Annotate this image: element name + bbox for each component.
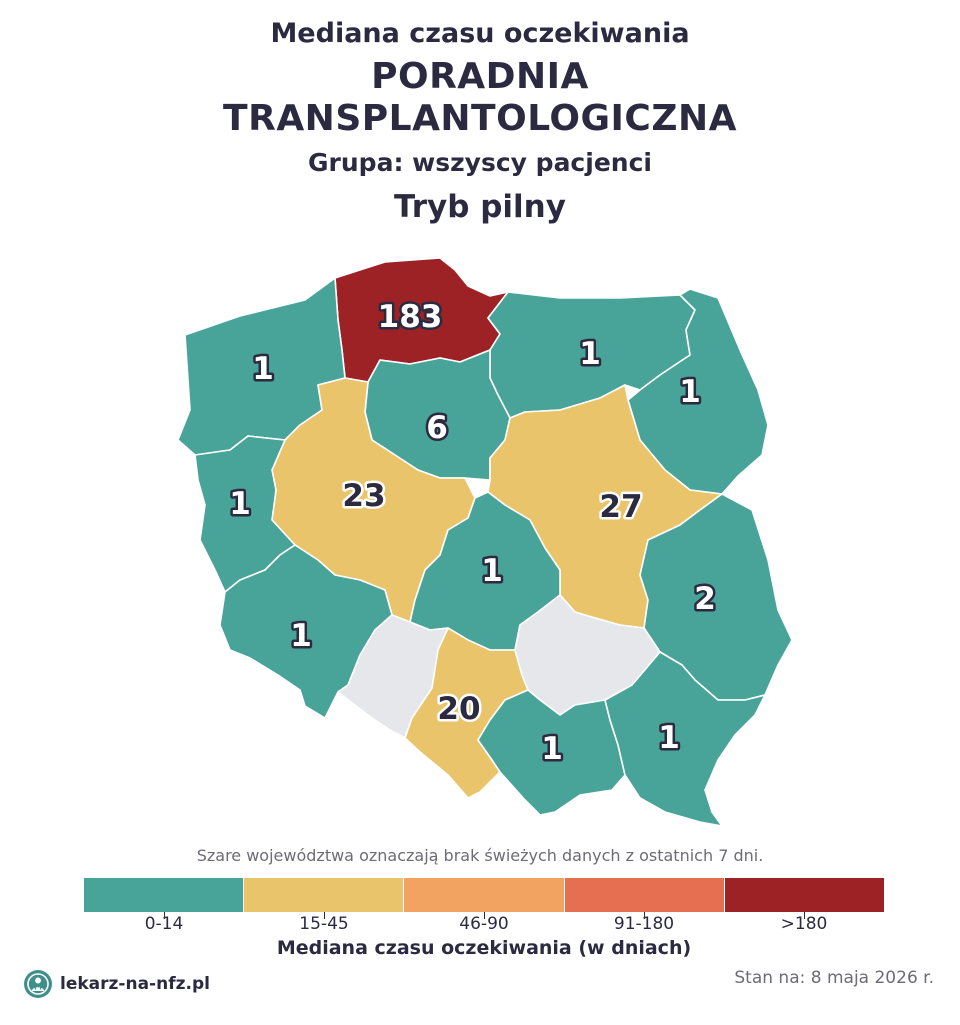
no-data-note: Szare województwa oznaczają brak świeżyc… [196,846,764,865]
title-clinic: PORADNIA TRANSPLANTOLOGICZNA [0,56,960,140]
region-malopolskie[interactable] [477,689,626,816]
legend-tick [324,912,325,919]
legend-swatch-15-45 [244,878,405,912]
value-label-podkarpackie: 1 [658,720,680,756]
legend-title: Mediana czasu oczekiwania (w dniach) [276,937,692,959]
legend-tick [644,912,645,919]
legend-label: 91-180 [613,914,675,934]
value-label-zachodniopomorskie: 1 [252,351,274,387]
value-label-mazowieckie: 27 [599,489,642,525]
legend-swatch-91-180 [564,878,725,912]
legend-swatch-46-90 [404,878,565,912]
legend-tick [484,912,485,919]
value-label-podlaskie: 1 [679,374,701,410]
legend-ticks [84,912,884,920]
value-label-dolnoslaskie: 1 [290,618,312,654]
doctor-icon [24,970,52,998]
title-clinic-line-b: TRANSPLANTOLOGICZNA [223,98,737,139]
legend-label: >180 [780,914,828,934]
data-date-stamp: Stan na: 8 maja 2026 r. [734,968,934,988]
region-opolskie[interactable] [337,614,449,739]
legend-tick [164,912,165,919]
value-label-pomorskie: 183 [378,299,443,335]
value-label-lodzkie: 1 [481,553,503,589]
value-label-lubelskie: 2 [694,581,716,617]
legend-swatch-gt-180 [724,878,885,912]
legend-color-bar [84,878,885,912]
brand[interactable]: lekarz-na-nfz.pl [24,970,210,998]
subtitle-mode: Tryb pilny [394,189,566,225]
title-clinic-line-a: PORADNIA [371,56,589,97]
region-podkarpackie[interactable] [604,651,766,827]
legend-tick [804,912,805,919]
value-label-malopolskie: 1 [541,731,563,767]
value-label-kujawsko-pomorskie: 6 [426,410,448,446]
title-line-1: Mediana czasu oczekiwania [270,18,690,49]
value-label-lubuskie: 1 [229,486,251,522]
legend-label: 15-45 [299,914,349,934]
subtitle-group: Grupa: wszyscy pacjenci [308,148,652,177]
value-label-wielkopolskie: 23 [342,478,385,514]
legend-swatch-0-14 [84,878,245,912]
brand-name[interactable]: lekarz-na-nfz.pl [60,974,210,994]
legend-label: 0-14 [144,914,184,934]
legend-label: 46-90 [459,914,509,934]
value-label-warminsko-mazurskie: 1 [579,336,601,372]
legend-labels: 0-14 15-45 46-90 91-180 >180 [84,914,884,934]
value-label-slaskie: 20 [437,691,480,727]
